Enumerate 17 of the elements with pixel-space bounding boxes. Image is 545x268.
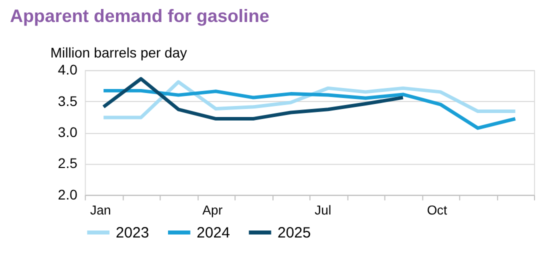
legend-label: 2024 [196, 224, 230, 242]
y-axis-title: Million barrels per day [50, 44, 188, 61]
legend-label: 2023 [116, 224, 150, 242]
chart-title: Apparent demand for gasoline [10, 6, 270, 26]
y-tick-label: 4.0 [58, 62, 78, 78]
x-tick-label: Jan [90, 202, 112, 218]
y-tick-label: 3.0 [58, 124, 78, 140]
x-tick-label: Jul [314, 202, 332, 218]
legend-label: 2025 [277, 224, 311, 242]
line-series [102, 80, 518, 120]
x-tick-label: Apr [202, 202, 224, 218]
x-tick-label: Oct [426, 202, 448, 218]
line-series [102, 88, 518, 130]
y-tick-label: 2.0 [58, 186, 78, 202]
y-tick-label: 2.5 [58, 155, 78, 172]
line-series [102, 77, 405, 121]
y-tick-label: 3.5 [58, 92, 78, 109]
